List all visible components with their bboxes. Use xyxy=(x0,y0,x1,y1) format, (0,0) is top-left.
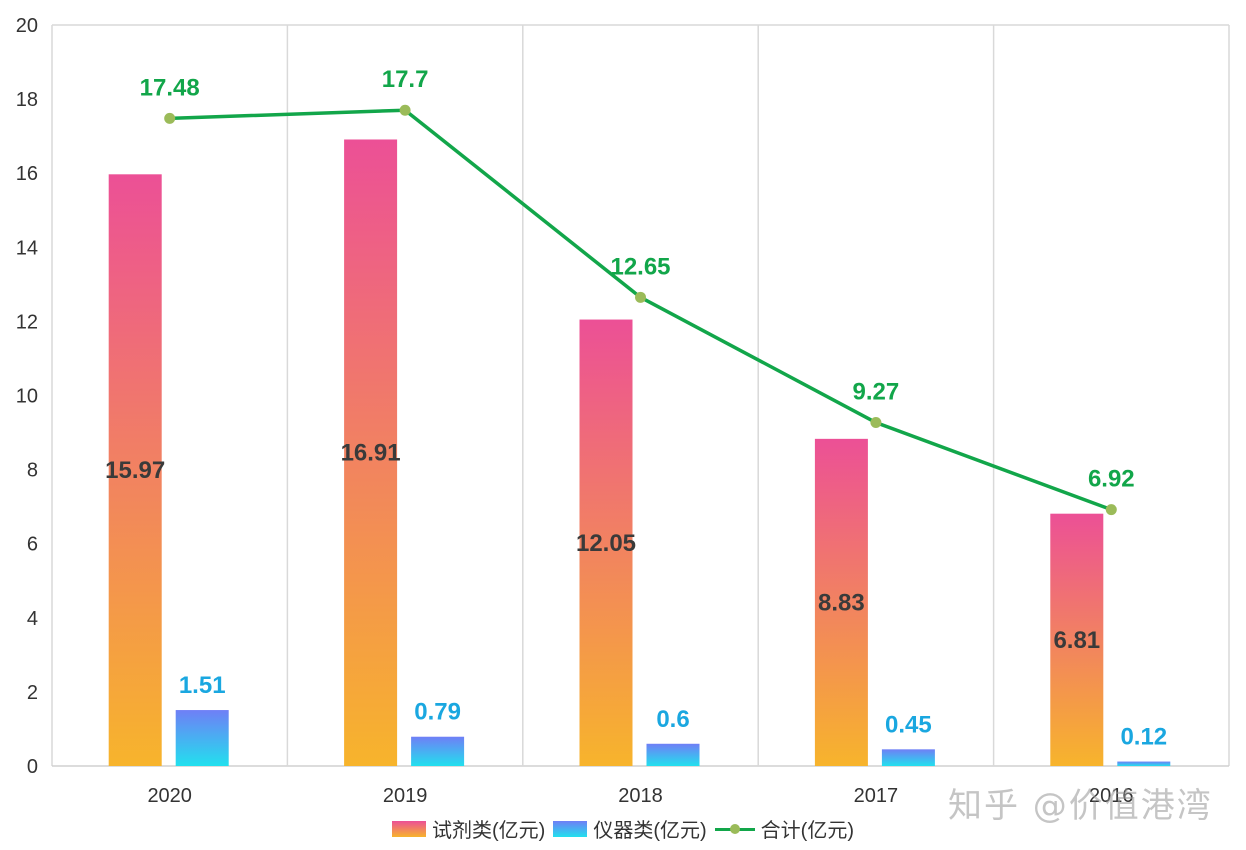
legend-item-instrument[interactable]: 仪器类(亿元) xyxy=(553,814,707,843)
total-line-path xyxy=(169,108,1112,512)
total-line-marker xyxy=(164,112,176,124)
total-line-marker xyxy=(399,104,411,116)
y-tick-label: 16 xyxy=(16,163,38,185)
bars xyxy=(108,139,1171,766)
bar-instrument xyxy=(175,710,229,766)
data-label-total: 17.48 xyxy=(140,74,200,101)
bar-reagent xyxy=(579,319,633,766)
data-label-reagent: 8.83 xyxy=(818,589,865,616)
data-label-reagent: 15.97 xyxy=(105,457,165,484)
y-tick-label: 8 xyxy=(27,460,38,482)
x-tick-label: 2018 xyxy=(618,785,663,807)
data-label-reagent: 6.81 xyxy=(1053,627,1100,654)
total-line-marker xyxy=(635,291,646,303)
x-tick-label: 2020 xyxy=(147,785,192,807)
data-label-instrument: 0.12 xyxy=(1120,724,1167,751)
y-tick-label: 0 xyxy=(27,756,38,778)
total-line xyxy=(164,104,1117,516)
legend: 试剂类(亿元) 仪器类(亿元) 合计(亿元) xyxy=(0,814,1246,843)
watermark: 知乎 @价值港湾 xyxy=(948,786,1213,826)
data-label-total: 17.7 xyxy=(382,66,429,93)
y-tick-label: 12 xyxy=(16,311,38,333)
legend-label-total: 合计(亿元) xyxy=(760,820,854,842)
y-tick-label: 14 xyxy=(16,237,38,259)
legend-swatch-total xyxy=(714,821,755,837)
y-tick-label: 4 xyxy=(27,608,38,630)
bar-reagent xyxy=(108,174,162,766)
legend-swatch-instrument xyxy=(553,820,588,837)
data-label-reagent: 12.05 xyxy=(576,530,636,557)
y-tick-label: 18 xyxy=(16,89,38,111)
data-label-instrument: 1.51 xyxy=(179,672,226,699)
bar-reagent xyxy=(344,139,398,766)
data-label-total: 9.27 xyxy=(853,379,900,406)
x-tick-label: 2017 xyxy=(854,785,899,807)
total-line-marker xyxy=(870,417,882,429)
y-tick-label: 6 xyxy=(27,534,38,556)
total-line-marker xyxy=(1105,504,1117,516)
data-label-total: 12.65 xyxy=(610,253,670,280)
y-tick-label: 10 xyxy=(16,386,38,408)
legend-item-total[interactable]: 合计(亿元) xyxy=(714,814,854,843)
y-tick-label: 2 xyxy=(27,682,38,704)
data-label-reagent: 16.91 xyxy=(341,440,401,467)
y-tick-label: 20 xyxy=(16,15,38,37)
data-label-instrument: 0.6 xyxy=(656,706,689,733)
bar-reagent xyxy=(814,438,868,766)
bar-instrument xyxy=(411,736,465,766)
data-label-instrument: 0.79 xyxy=(414,699,461,726)
legend-item-reagent[interactable]: 试剂类(亿元) xyxy=(392,814,545,843)
x-tick-label: 2016 xyxy=(1089,785,1134,807)
x-tick-label: 2019 xyxy=(383,785,428,807)
data-label-instrument: 0.45 xyxy=(885,711,932,738)
y-axis-ticks: 0 2 4 6 8 10 12 14 16 18 20 xyxy=(16,15,38,778)
data-label-total: 6.92 xyxy=(1088,466,1135,493)
bar-instrument xyxy=(646,743,700,766)
data-labels: 15.97 1.51 16.91 0.79 12.05 0.6 8.83 0.45 6.81 0.… xyxy=(105,66,1167,750)
bar-reagent xyxy=(1050,513,1104,766)
legend-swatch-reagent xyxy=(392,820,426,837)
bar-instrument xyxy=(1117,761,1171,766)
gridlines xyxy=(51,24,1230,767)
legend-label-instrument: 仪器类(亿元) xyxy=(593,820,707,842)
x-axis-ticks: 2020 2019 2018 2017 2016 xyxy=(147,785,1133,807)
legend-label-reagent: 试剂类(亿元) xyxy=(432,820,546,842)
bar-instrument xyxy=(881,749,935,766)
